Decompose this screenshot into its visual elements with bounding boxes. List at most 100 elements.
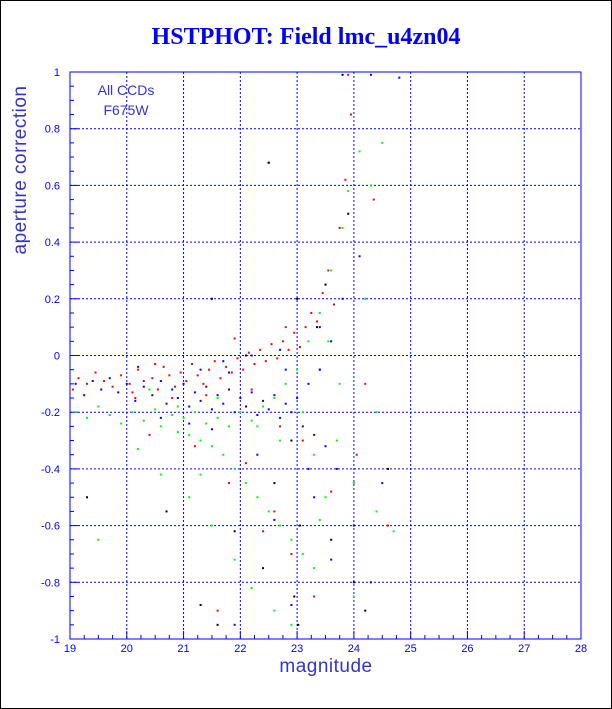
data-point — [165, 402, 168, 405]
data-point — [227, 371, 230, 374]
data-point — [279, 416, 282, 419]
data-point — [330, 490, 333, 493]
y-tick-label: 0 — [54, 351, 60, 363]
y-tick-label: -1 — [50, 634, 60, 646]
data-point — [125, 382, 128, 385]
data-point — [179, 371, 182, 374]
data-point — [273, 482, 276, 485]
data-point — [335, 467, 338, 470]
data-point — [86, 496, 89, 499]
data-point — [154, 363, 157, 366]
data-point — [134, 397, 137, 400]
data-point — [341, 297, 344, 300]
data-point — [210, 428, 213, 431]
data-point — [298, 345, 301, 348]
data-point — [210, 445, 213, 448]
data-point — [293, 595, 296, 598]
y-tick-label: -0.8 — [41, 577, 60, 589]
data-point — [83, 394, 86, 397]
data-point — [307, 340, 310, 343]
data-point — [205, 422, 208, 425]
data-point — [318, 326, 321, 329]
data-point — [298, 524, 301, 527]
data-point — [128, 382, 131, 385]
data-point — [97, 405, 100, 408]
data-point — [284, 402, 287, 405]
data-point — [344, 178, 347, 181]
data-point — [168, 374, 171, 377]
data-point — [262, 405, 265, 408]
data-point — [142, 385, 145, 388]
data-point — [205, 394, 208, 397]
x-tick-label: 19 — [64, 643, 76, 655]
data-point — [245, 462, 248, 465]
data-point — [318, 368, 321, 371]
x-tick-label: 21 — [177, 643, 189, 655]
data-point — [358, 150, 361, 153]
data-point — [330, 269, 333, 272]
data-point — [273, 394, 276, 397]
data-point — [233, 467, 236, 470]
data-point — [338, 382, 341, 385]
data-point — [256, 496, 259, 499]
data-point — [386, 467, 389, 470]
data-point — [307, 467, 310, 470]
data-point — [352, 595, 355, 598]
data-point — [193, 411, 196, 414]
data-point — [199, 473, 202, 476]
chart-title: HSTPHOT: Field lmc_u4zn04 — [151, 24, 461, 50]
data-point — [375, 411, 378, 414]
data-point — [193, 391, 196, 394]
data-point — [185, 380, 188, 383]
x-tick-label: 27 — [518, 643, 530, 655]
data-point — [318, 311, 321, 314]
data-point — [176, 431, 179, 434]
data-point — [216, 609, 219, 612]
data-point — [297, 623, 300, 626]
data-point — [250, 419, 253, 422]
data-point — [230, 371, 233, 374]
y-tick-label: 0.8 — [45, 124, 60, 136]
data-point — [120, 422, 123, 425]
data-point — [273, 609, 276, 612]
data-point — [176, 405, 179, 408]
data-point — [324, 445, 327, 448]
data-point — [279, 425, 282, 428]
grid-lines — [70, 72, 581, 639]
data-point — [284, 382, 287, 385]
data-point — [279, 524, 282, 527]
data-point — [301, 439, 304, 442]
data-point — [233, 337, 236, 340]
data-point — [148, 433, 151, 436]
data-point — [296, 297, 299, 300]
data-point — [157, 388, 160, 391]
data-point — [108, 377, 111, 380]
data-point — [341, 226, 344, 229]
data-point — [162, 365, 165, 368]
y-tick-label: 0.6 — [45, 180, 60, 192]
data-point — [71, 388, 74, 391]
data-point — [117, 391, 120, 394]
data-point — [259, 348, 262, 351]
data-point — [372, 198, 375, 201]
data-point — [103, 380, 106, 383]
data-point — [262, 399, 265, 402]
data-point — [239, 411, 242, 414]
annotation-line-1: All CCDs — [97, 82, 155, 98]
data-point — [86, 382, 89, 385]
x-tick-label: 28 — [575, 643, 587, 655]
x-tick-label: 20 — [121, 643, 133, 655]
data-point — [100, 388, 103, 391]
data-point — [333, 303, 336, 306]
data-point — [335, 439, 338, 442]
data-point — [245, 482, 248, 485]
data-point — [341, 73, 344, 76]
data-point — [301, 552, 304, 555]
data-point — [296, 368, 299, 371]
data-point — [137, 448, 140, 451]
data-point — [159, 416, 162, 419]
data-point — [324, 496, 327, 499]
data-point — [216, 623, 219, 626]
data-point — [330, 340, 333, 343]
data-point — [91, 380, 94, 383]
